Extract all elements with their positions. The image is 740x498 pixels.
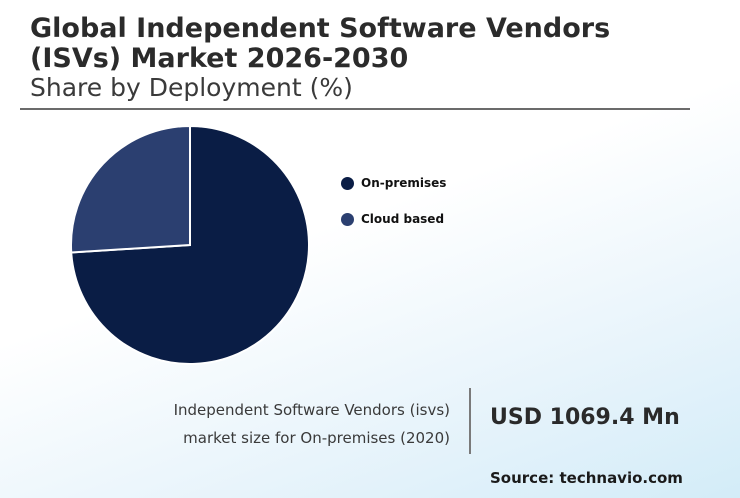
legend: On-premises Cloud based [341, 174, 446, 246]
market-size-value: USD 1069.4 Mn [490, 405, 680, 430]
legend-item-cloud-based: Cloud based [341, 210, 446, 228]
pie-slice-cloud-based [70, 124, 191, 254]
source-credit: Source: technavio.com [490, 469, 683, 487]
legend-label-on-premises: On-premises [361, 176, 447, 190]
legend-item-on-premises: On-premises [341, 174, 446, 192]
chart-subtitle: Share by Deployment (%) [30, 73, 353, 102]
market-size-description-line2: market size for On-premises (2020) [183, 429, 450, 447]
market-size-description-line1: Independent Software Vendors (isvs) [173, 401, 450, 419]
legend-label-cloud-based: Cloud based [361, 212, 445, 226]
title-divider [20, 108, 690, 110]
market-size-description: Independent Software Vendors (isvs) mark… [174, 396, 450, 452]
legend-swatch-cloud-based [341, 212, 354, 226]
chart-title: Global Independent Software Vendors (ISV… [30, 13, 611, 74]
stat-divider [469, 388, 471, 454]
legend-swatch-on-premises [341, 176, 354, 190]
